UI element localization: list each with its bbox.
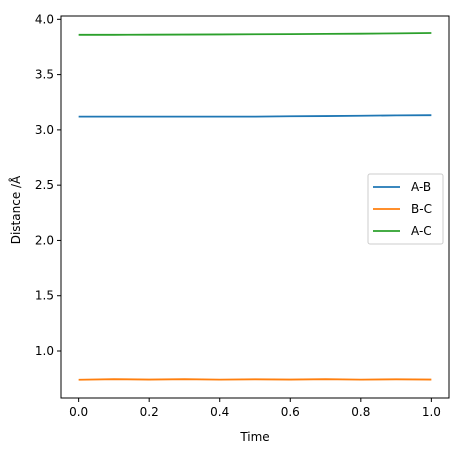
x-axis-label: Time — [239, 430, 269, 444]
y-axis-label: Distance /Å — [8, 175, 23, 244]
y-tick-label: 3.0 — [35, 123, 54, 137]
y-tick-label: 1.5 — [35, 289, 54, 303]
series-lines — [78, 32, 432, 381]
x-tick-label: 0.0 — [69, 405, 88, 419]
legend-label-a-b: A-B — [411, 180, 431, 194]
x-tick-label: 0.4 — [210, 405, 229, 419]
legend-label-a-c: A-C — [411, 224, 432, 238]
x-tick-label: 0.2 — [140, 405, 159, 419]
y-tick-label: 2.0 — [35, 233, 54, 247]
x-tick-label: 0.8 — [351, 405, 370, 419]
y-axis-ticks: 1.0 1.5 2.0 2.5 3.0 3.5 4.0 — [35, 12, 61, 358]
legend: A-B B-C A-C — [367, 173, 444, 245]
x-axis-ticks: 0.0 0.2 0.4 0.6 0.8 1.0 — [69, 398, 441, 419]
y-tick-label: 1.0 — [35, 344, 54, 358]
legend-label-b-c: B-C — [411, 202, 432, 216]
legend-box — [367, 173, 444, 245]
series-line-a-c — [78, 32, 432, 36]
series-line-b-c — [78, 378, 432, 381]
y-tick-label: 2.5 — [35, 178, 54, 192]
x-tick-label: 0.6 — [281, 405, 300, 419]
y-tick-label: 4.0 — [35, 12, 54, 26]
series-line-a-b — [78, 114, 432, 118]
x-tick-label: 1.0 — [422, 405, 441, 419]
y-tick-label: 3.5 — [35, 68, 54, 82]
